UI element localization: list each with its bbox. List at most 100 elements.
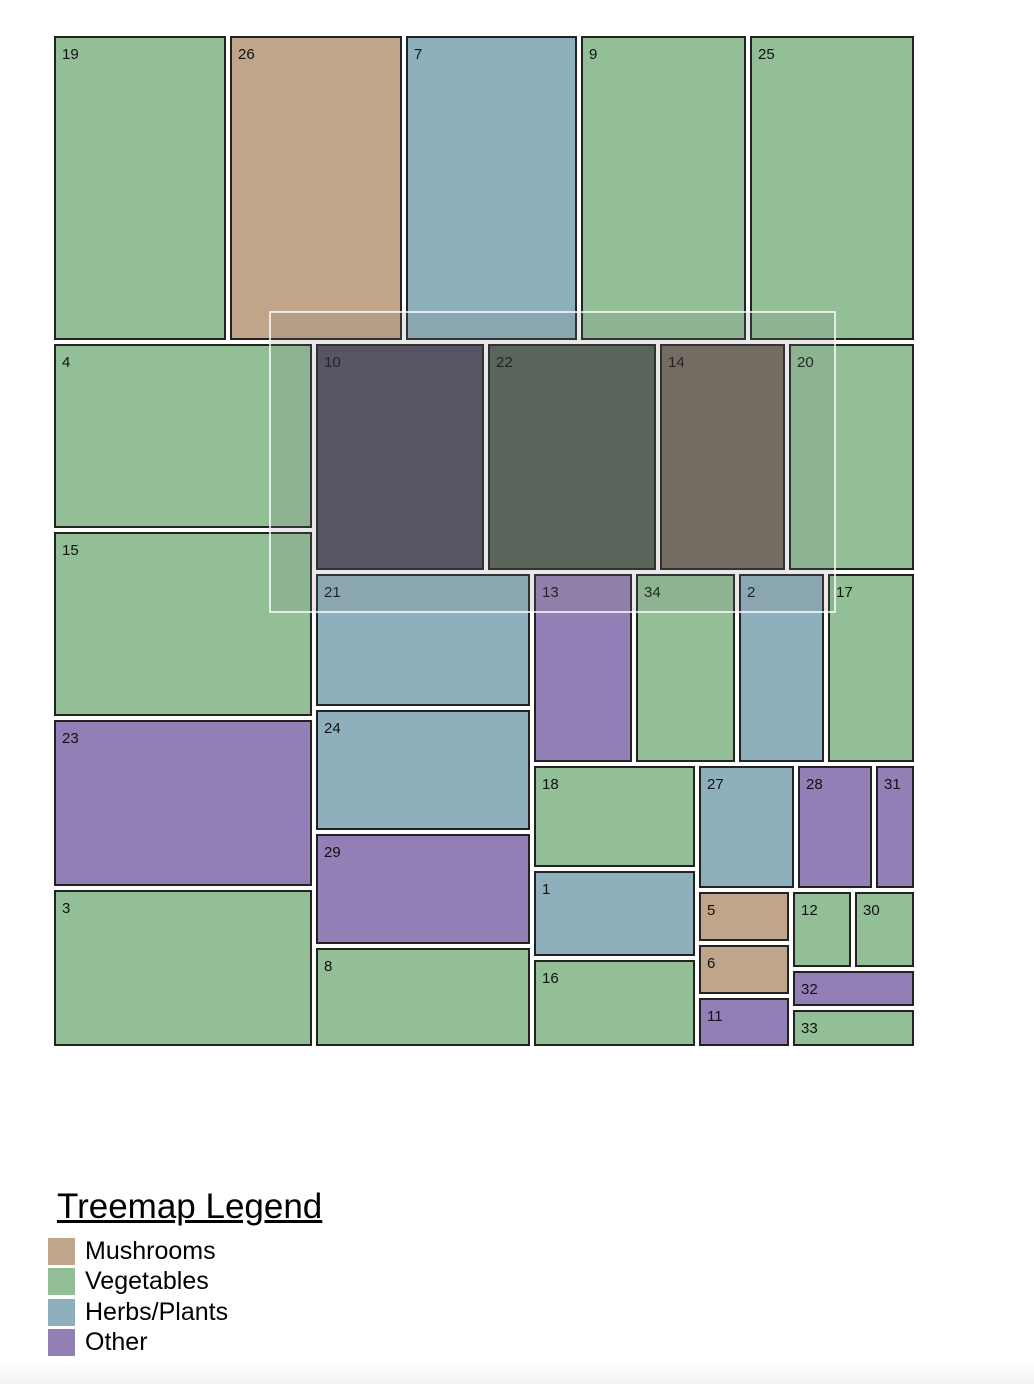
treemap-cell-29[interactable]: 29 [316, 834, 530, 944]
treemap-cell-32[interactable]: 32 [793, 971, 914, 1006]
treemap-cell-rect-1[interactable] [534, 871, 695, 956]
treemap-cell-rect-21[interactable] [316, 574, 530, 706]
legend-item-other: Other [48, 1328, 322, 1359]
treemap-cell-34[interactable]: 34 [636, 574, 735, 762]
treemap-cell-label-27: 27 [707, 776, 724, 793]
treemap-cell-label-12: 12 [801, 902, 818, 919]
legend-item-vegetables: Vegetables [48, 1267, 322, 1298]
treemap-cell-rect-32[interactable] [793, 971, 914, 1006]
treemap-cell-rect-7[interactable] [406, 36, 577, 340]
treemap-cell-rect-24[interactable] [316, 710, 530, 830]
treemap-cell-rect-30[interactable] [855, 892, 914, 967]
treemap-cell-rect-4[interactable] [54, 344, 312, 528]
treemap-cell-rect-14[interactable] [660, 344, 785, 570]
selection-brush-rect[interactable] [269, 311, 836, 613]
treemap-cell-label-7: 7 [414, 46, 422, 63]
treemap-cell-7[interactable]: 7 [406, 36, 577, 340]
treemap-cell-6[interactable]: 6 [699, 945, 789, 994]
treemap-cell-9[interactable]: 9 [581, 36, 746, 340]
treemap-cell-rect-2[interactable] [739, 574, 824, 762]
treemap-cell-label-17: 17 [836, 584, 853, 601]
treemap-cell-label-24: 24 [324, 720, 341, 737]
treemap-cell-15[interactable]: 15 [54, 532, 312, 716]
treemap-cell-rect-17[interactable] [828, 574, 914, 762]
treemap-cell-33[interactable]: 33 [793, 1010, 914, 1046]
treemap-chart: 1926792541523310221420211334217242981811… [54, 36, 914, 1046]
treemap-cell-27[interactable]: 27 [699, 766, 794, 888]
treemap-cell-label-20: 20 [797, 354, 814, 371]
treemap-cell-rect-27[interactable] [699, 766, 794, 888]
treemap-cell-26[interactable]: 26 [230, 36, 402, 340]
treemap-cell-13[interactable]: 13 [534, 574, 632, 762]
legend-label-herbs: Herbs/Plants [85, 1297, 229, 1326]
treemap-cell-2[interactable]: 2 [739, 574, 824, 762]
legend-title: Treemap Legend [57, 1187, 323, 1226]
treemap-cell-10[interactable]: 10 [316, 344, 484, 570]
treemap-cell-rect-8[interactable] [316, 948, 530, 1046]
page-bottom-fade [0, 1362, 1034, 1384]
treemap-cell-rect-16[interactable] [534, 960, 695, 1046]
treemap-cell-rect-12[interactable] [793, 892, 851, 967]
treemap-cell-label-6: 6 [707, 955, 715, 972]
treemap-cell-19[interactable]: 19 [54, 36, 226, 340]
treemap-cell-rect-31[interactable] [876, 766, 914, 888]
treemap-cell-16[interactable]: 16 [534, 960, 695, 1046]
treemap-cell-14[interactable]: 14 [660, 344, 785, 570]
treemap-cell-12[interactable]: 12 [793, 892, 851, 967]
treemap-cell-rect-20[interactable] [789, 344, 914, 570]
treemap-cell-label-33: 33 [801, 1020, 818, 1037]
treemap-cell-rect-26[interactable] [230, 36, 402, 340]
treemap-cell-label-31: 31 [884, 776, 901, 793]
treemap-cell-1[interactable]: 1 [534, 871, 695, 956]
treemap-cell-25[interactable]: 25 [750, 36, 914, 340]
treemap-cell-17[interactable]: 17 [828, 574, 914, 762]
treemap-cell-label-15: 15 [62, 542, 79, 559]
treemap-cell-rect-29[interactable] [316, 834, 530, 944]
treemap-cell-23[interactable]: 23 [54, 720, 312, 886]
treemap-legend: Treemap Legend Mushrooms Vegetables Herb… [48, 1184, 322, 1358]
treemap-cell-label-22: 22 [496, 354, 513, 371]
treemap-cell-28[interactable]: 28 [798, 766, 872, 888]
treemap-cell-rect-11[interactable] [699, 998, 789, 1046]
treemap-cell-label-19: 19 [62, 46, 79, 63]
treemap-cell-22[interactable]: 22 [488, 344, 656, 570]
treemap-cell-label-5: 5 [707, 902, 715, 919]
treemap-cell-label-16: 16 [542, 970, 559, 987]
treemap-cell-rect-5[interactable] [699, 892, 789, 941]
treemap-cell-label-29: 29 [324, 844, 341, 861]
treemap-cell-label-14: 14 [668, 354, 685, 371]
treemap-cell-label-3: 3 [62, 900, 70, 917]
treemap-cell-label-4: 4 [62, 354, 70, 371]
treemap-cell-rect-19[interactable] [54, 36, 226, 340]
treemap-cell-rect-23[interactable] [54, 720, 312, 886]
treemap-cell-rect-13[interactable] [534, 574, 632, 762]
treemap-cell-rect-22[interactable] [488, 344, 656, 570]
treemap-cell-3[interactable]: 3 [54, 890, 312, 1046]
treemap-cell-label-28: 28 [806, 776, 823, 793]
treemap-cell-8[interactable]: 8 [316, 948, 530, 1046]
treemap-cell-rect-10[interactable] [316, 344, 484, 570]
treemap-cell-rect-15[interactable] [54, 532, 312, 716]
treemap-cell-30[interactable]: 30 [855, 892, 914, 967]
treemap-cell-31[interactable]: 31 [876, 766, 914, 888]
treemap-cell-24[interactable]: 24 [316, 710, 530, 830]
treemap-cell-label-13: 13 [542, 584, 559, 601]
treemap-cell-18[interactable]: 18 [534, 766, 695, 867]
treemap-cell-rect-9[interactable] [581, 36, 746, 340]
treemap-cell-11[interactable]: 11 [699, 998, 789, 1046]
treemap-cell-rect-3[interactable] [54, 890, 312, 1046]
treemap-cell-4[interactable]: 4 [54, 344, 312, 528]
legend-label-other: Other [85, 1328, 148, 1357]
treemap-cell-20[interactable]: 20 [789, 344, 914, 570]
treemap-cell-rect-28[interactable] [798, 766, 872, 888]
treemap-cell-rect-34[interactable] [636, 574, 735, 762]
treemap-cell-5[interactable]: 5 [699, 892, 789, 941]
treemap-cell-rect-18[interactable] [534, 766, 695, 867]
treemap-cell-label-32: 32 [801, 981, 818, 998]
treemap-cell-21[interactable]: 21 [316, 574, 530, 706]
treemap-cell-rect-33[interactable] [793, 1010, 914, 1046]
treemap-cell-rect-6[interactable] [699, 945, 789, 994]
legend-item-herbs: Herbs/Plants [48, 1297, 322, 1328]
treemap-cell-rect-25[interactable] [750, 36, 914, 340]
